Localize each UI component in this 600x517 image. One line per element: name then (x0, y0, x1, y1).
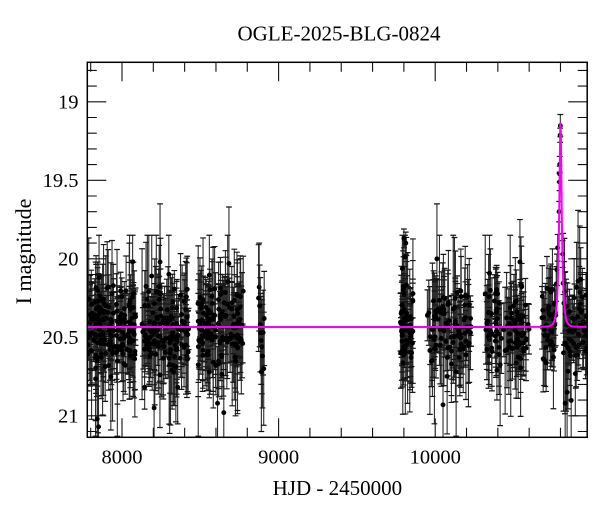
svg-text:OGLE-2025-BLG-0824: OGLE-2025-BLG-0824 (238, 22, 441, 46)
svg-text:I magnitude: I magnitude (11, 199, 36, 305)
svg-text:21: 21 (58, 406, 79, 428)
svg-text:HJD - 2450000: HJD - 2450000 (273, 476, 403, 500)
svg-text:8000: 8000 (102, 447, 143, 469)
svg-text:20.5: 20.5 (43, 327, 79, 349)
svg-text:10000: 10000 (410, 447, 461, 469)
svg-text:9000: 9000 (258, 447, 299, 469)
svg-text:20: 20 (58, 249, 79, 271)
svg-text:19: 19 (58, 92, 79, 114)
svg-text:19.5: 19.5 (43, 170, 79, 192)
